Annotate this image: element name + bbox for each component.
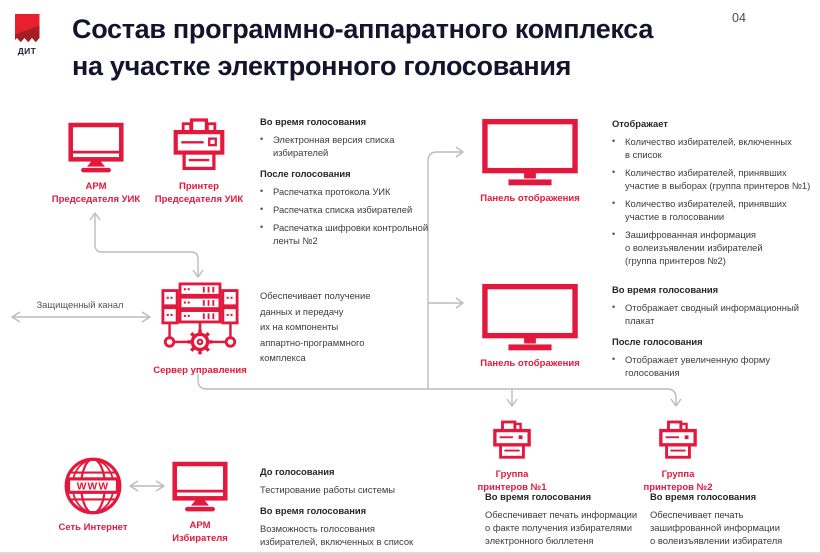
bullet-item: Количество избирателей, включенных в спи… (612, 135, 818, 161)
node-internet: WWW Сеть Интернет (33, 455, 153, 535)
bullet-icon (612, 135, 625, 161)
monitor-icon (172, 461, 228, 512)
page-number: 04 (732, 11, 746, 25)
block-chairman-functions: Во время голосования Электронная версия … (260, 115, 455, 252)
arrow-up-icon (89, 212, 101, 221)
server-icon (161, 282, 239, 355)
display-panel-icon (482, 283, 578, 351)
bullet-item: Зашифрованная информация о волеизъявлени… (612, 228, 818, 267)
bullet-icon (260, 185, 273, 198)
section-heading: После голосования (612, 336, 703, 347)
bullet-item: Количество избирателей, принявших участи… (612, 197, 818, 223)
bullet-item: Количество избирателей, принявших участи… (612, 166, 818, 192)
node-label: АРМ Председателя УИК (51, 181, 141, 205)
node-printer-chairman: Принтер Председателя УИК (139, 118, 259, 206)
printer-icon (659, 420, 697, 459)
node-label: Группа принтеров №2 (643, 469, 713, 493)
page-title-line2: на участке электронного голосования (72, 51, 572, 81)
bullet-icon (260, 133, 273, 159)
printer-icon (173, 118, 225, 171)
bullet-item: Распечатка списка избирателей (260, 203, 455, 216)
node-label: Принтер Председателя УИК (154, 181, 244, 205)
node-printer-group-2: Группа принтеров №2 (618, 420, 738, 494)
block-display-top-functions: Отображает Количество избирателей, включ… (612, 117, 818, 272)
link-arm-server (94, 214, 199, 276)
node-display-panel-top: Панель отображения (458, 118, 602, 206)
bullet-item: Электронная версия списка избирателей (260, 133, 455, 159)
monitor-icon (68, 122, 124, 173)
globe-icon: WWW (64, 457, 122, 515)
link-server-rail (197, 374, 677, 405)
node-arm-chairman: АРМ Председателя УИК (36, 121, 156, 206)
bullet-icon (612, 166, 625, 192)
block-display-middle-functions: Во время голосования Отображает сводный … (612, 283, 818, 384)
section-heading: После голосования (260, 168, 351, 179)
block-voter-functions: До голосования Тестирование работы систе… (260, 465, 450, 552)
arrow-left-icon (11, 311, 21, 323)
arrow-down-icon (192, 269, 204, 278)
section-heading: Во время голосования (612, 284, 719, 295)
dit-logo-mark-icon (14, 14, 40, 43)
bullet-icon (612, 197, 625, 223)
block-printer-group-2-functions: Во время голосования Обеспечивает печать… (650, 490, 815, 552)
dit-logo: ДИТ (12, 14, 42, 56)
printer-icon (493, 420, 531, 459)
section-heading: Во время голосования (260, 505, 367, 516)
section-heading: Во время голосования (650, 491, 757, 502)
gear-icon (187, 329, 213, 355)
bullet-icon (260, 203, 273, 216)
section-heading: Во время голосования (485, 491, 592, 502)
node-label: АРМ Избирателя (172, 520, 228, 544)
globe-www-text: WWW (77, 482, 110, 493)
node-label: Сервер управления (153, 365, 247, 376)
display-panel-icon (482, 118, 578, 186)
secure-channel-label: Защищенный канал (36, 299, 124, 310)
node-label: Сеть Интернет (58, 522, 128, 533)
node-label: Панель отображения (480, 193, 580, 204)
bullet-item: Отображает сводный информационный плакат (612, 301, 818, 327)
block-server-functions: Обеспечивает получение данных и передачу… (260, 290, 371, 363)
bullet-icon (612, 353, 625, 379)
arrow-down-icon (670, 398, 682, 407)
node-printer-group-1: Группа принтеров №1 (452, 420, 572, 494)
dit-logo-text: ДИТ (17, 46, 37, 56)
bullet-item: Распечатка шифровки контрольной ленты №2 (260, 221, 455, 247)
node-label: Группа принтеров №1 (477, 469, 547, 493)
section-heading: До голосования (260, 466, 335, 477)
bullet-item: Распечатка протокола УИК (260, 185, 455, 198)
section-heading: Во время голосования (260, 116, 367, 127)
block-printer-group-1-functions: Во время голосования Обеспечивает печать… (485, 490, 655, 552)
page-title-line1: Состав программно-аппаратного комплекса (72, 14, 654, 44)
bullet-icon (612, 301, 625, 327)
page-title: Состав программно-аппаратного комплекса … (72, 11, 653, 85)
node-label: Панель отображения (480, 358, 580, 369)
bullet-icon (260, 221, 273, 247)
node-control-server: Сервер управления (130, 282, 270, 378)
node-display-panel-middle: Панель отображения (458, 283, 602, 371)
bullet-icon (612, 228, 625, 267)
bullet-item: Отображает увеличенную форму голосования (612, 353, 818, 379)
node-arm-voter: АРМ Избирателя (140, 460, 260, 545)
arrow-down-icon (506, 398, 518, 407)
section-heading: Отображает (612, 118, 668, 129)
